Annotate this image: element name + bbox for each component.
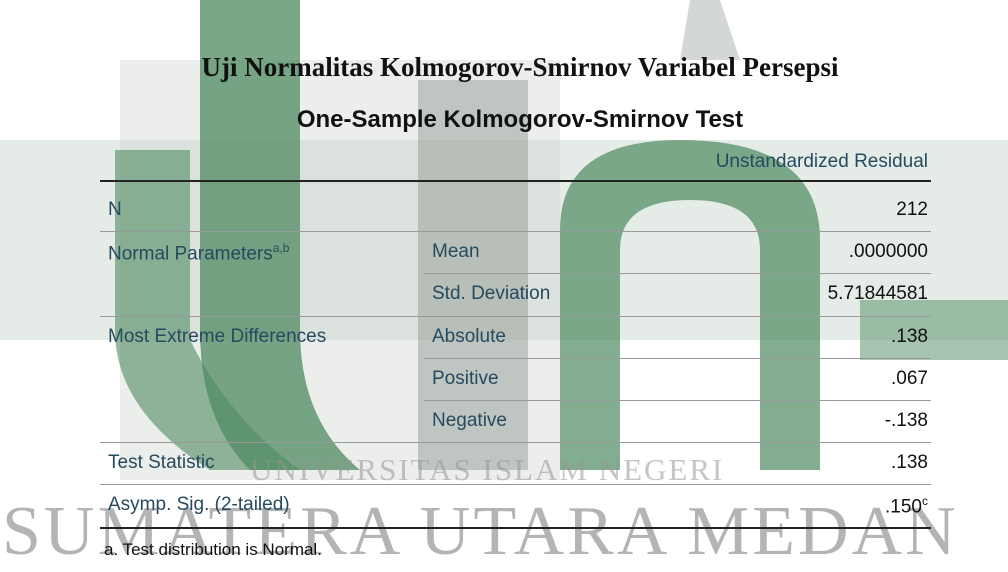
row-rule bbox=[424, 273, 931, 275]
row-rule bbox=[424, 357, 931, 359]
row-rule bbox=[100, 484, 931, 486]
row-value: -.138 bbox=[885, 410, 928, 432]
row-rule bbox=[100, 315, 931, 317]
row-label-text: Most Extreme Differences bbox=[108, 325, 327, 347]
column-header: Unstandardized Residual bbox=[715, 151, 928, 172]
footnote: a. Test distribution is Normal. bbox=[104, 540, 322, 559]
row-label: Most Extreme Differences bbox=[108, 326, 326, 348]
row-value: .067 bbox=[891, 368, 928, 390]
row-value-text: 212 bbox=[896, 199, 928, 220]
row-value: .0000000 bbox=[849, 241, 928, 263]
row-value-text: -.138 bbox=[884, 410, 928, 431]
row-sublabel: Positive bbox=[432, 367, 499, 389]
row-label: Test Statistic bbox=[108, 452, 215, 474]
row-rule bbox=[100, 526, 931, 529]
row-sublabel: Negative bbox=[432, 410, 507, 431]
title: Uji Normalitas Kolmogorov-Smirnov Variab… bbox=[201, 52, 839, 82]
row-value: 5.71844581 bbox=[828, 283, 928, 305]
row-label-text: Asymp. Sig. (2-tailed) bbox=[108, 494, 290, 516]
row-value: 212 bbox=[896, 199, 928, 221]
row-value-text: .0000000 bbox=[848, 241, 928, 263]
row-rule bbox=[100, 442, 931, 444]
row-label-text: Test Statistic bbox=[108, 452, 215, 474]
row-value-sup: c bbox=[922, 494, 928, 509]
row-label: Asymp. Sig. (2-tailed) bbox=[108, 494, 290, 516]
row-sublabel: Std. Deviation bbox=[432, 283, 551, 305]
row-value-text: 5.71844581 bbox=[827, 283, 928, 305]
row-label-text: Normal Parameters bbox=[108, 243, 273, 265]
row-sublabel: Absolute bbox=[432, 325, 506, 347]
row-label: Normal Parametersa,b bbox=[108, 241, 289, 265]
watermark-text: SUMATERA UTARA MEDAN bbox=[2, 493, 959, 570]
watermark-text: UNIVERSITAS ISLAM NEGERI bbox=[250, 452, 725, 487]
row-label-text: N bbox=[108, 199, 122, 220]
row-rule bbox=[424, 400, 931, 401]
row-rule bbox=[100, 231, 931, 233]
row-value: .138 bbox=[891, 326, 928, 348]
row-value-text: .067 bbox=[891, 367, 928, 389]
table-title: One-Sample Kolmogorov-Smirnov Test bbox=[296, 106, 744, 133]
row-value: .138 bbox=[891, 452, 928, 474]
row-label: N bbox=[108, 199, 122, 221]
header-rule bbox=[100, 180, 931, 182]
row-value-text: .138 bbox=[891, 325, 928, 347]
row-value: .150c bbox=[885, 494, 928, 518]
row-label-sup: a,b bbox=[272, 241, 290, 256]
row-value-text: .150 bbox=[885, 496, 922, 518]
row-sublabel: Mean bbox=[432, 241, 480, 263]
row-value-text: .138 bbox=[891, 452, 928, 474]
